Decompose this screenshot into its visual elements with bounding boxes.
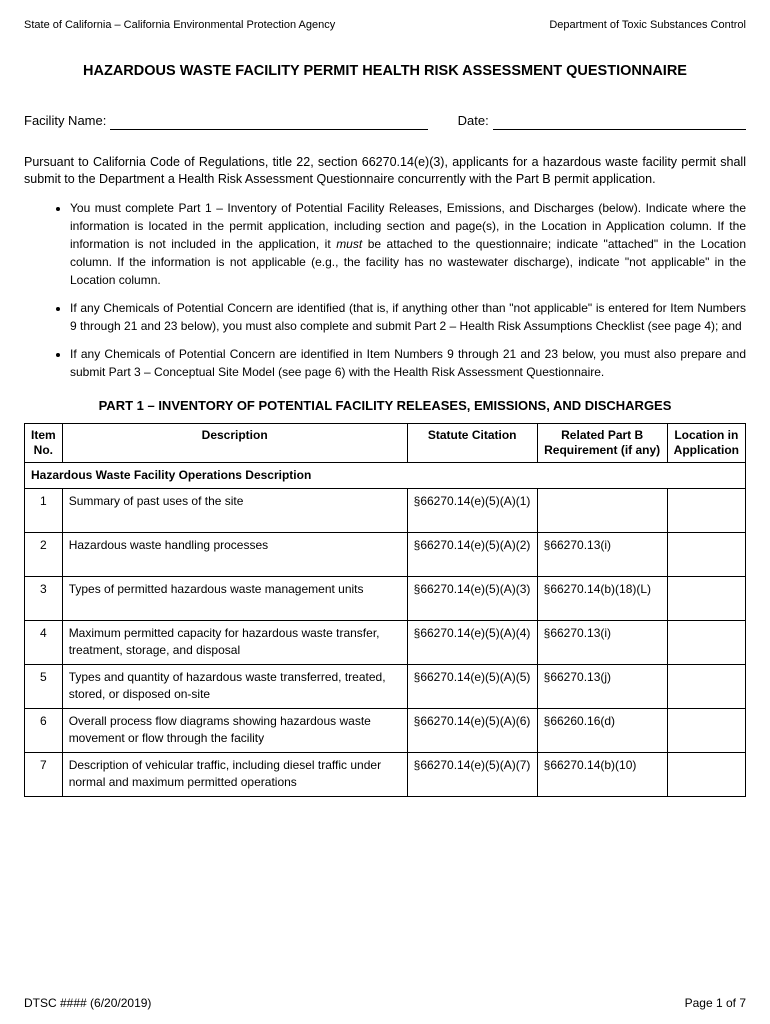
cell-statute: §66270.14(e)(5)(A)(6) xyxy=(407,708,537,752)
cell-statute: §66270.14(e)(5)(A)(4) xyxy=(407,620,537,664)
table-row: 3 Types of permitted hazardous waste man… xyxy=(25,576,746,620)
cell-requirement[interactable]: §66270.13(i) xyxy=(537,532,667,576)
cell-description: Overall process flow diagrams showing ha… xyxy=(62,708,407,752)
date-line[interactable] xyxy=(493,116,746,130)
cell-description: Maximum permitted capacity for hazardous… xyxy=(62,620,407,664)
col-item-l2: No. xyxy=(34,443,53,457)
cell-description: Description of vehicular traffic, includ… xyxy=(62,752,407,796)
bullet-item-3: If any Chemicals of Potential Concern ar… xyxy=(70,345,746,381)
bullet-3-text: If any Chemicals of Potential Concern ar… xyxy=(70,347,746,379)
cell-statute: §66270.14(e)(5)(A)(2) xyxy=(407,532,537,576)
col-header-statute: Statute Citation xyxy=(407,424,537,463)
table-header-row: ItemNo. Description Statute Citation Rel… xyxy=(25,424,746,463)
cell-item-no: 5 xyxy=(25,664,63,708)
intro-paragraph: Pursuant to California Code of Regulatio… xyxy=(24,154,746,189)
table-row: 2 Hazardous waste handling processes §66… xyxy=(25,532,746,576)
cell-requirement[interactable]: §66270.14(b)(10) xyxy=(537,752,667,796)
cell-location[interactable] xyxy=(667,532,745,576)
col-loc-l1: Location in xyxy=(674,428,738,442)
col-header-description: Description xyxy=(62,424,407,463)
fields-row: Facility Name: Date: xyxy=(24,112,746,130)
table-body: Hazardous Waste Facility Operations Desc… xyxy=(25,463,746,797)
cell-requirement[interactable]: §66270.13(j) xyxy=(537,664,667,708)
cell-statute: §66270.14(e)(5)(A)(3) xyxy=(407,576,537,620)
cell-item-no: 3 xyxy=(25,576,63,620)
date-label: Date: xyxy=(458,112,489,130)
cell-statute: §66270.14(e)(5)(A)(7) xyxy=(407,752,537,796)
table-row: 6 Overall process flow diagrams showing … xyxy=(25,708,746,752)
part-1-title: PART 1 – INVENTORY OF POTENTIAL FACILITY… xyxy=(24,397,746,415)
cell-statute: §66270.14(e)(5)(A)(1) xyxy=(407,488,537,532)
cell-requirement[interactable] xyxy=(537,488,667,532)
bullet-list: You must complete Part 1 – Inventory of … xyxy=(24,199,746,381)
col-header-requirement: Related Part BRequirement (if any) xyxy=(537,424,667,463)
cell-description: Types of permitted hazardous waste manag… xyxy=(62,576,407,620)
table-row: 1 Summary of past uses of the site §6627… xyxy=(25,488,746,532)
footer-left: DTSC #### (6/20/2019) xyxy=(24,995,151,1012)
cell-location[interactable] xyxy=(667,664,745,708)
col-loc-l2: Application xyxy=(674,443,739,457)
cell-location[interactable] xyxy=(667,708,745,752)
cell-requirement[interactable]: §66270.13(i) xyxy=(537,620,667,664)
facility-name-label: Facility Name: xyxy=(24,112,106,130)
cell-item-no: 1 xyxy=(25,488,63,532)
facility-name-line[interactable] xyxy=(110,116,427,130)
col-header-location: Location inApplication xyxy=(667,424,745,463)
cell-requirement[interactable]: §66270.14(b)(18)(L) xyxy=(537,576,667,620)
document-title: HAZARDOUS WASTE FACILITY PERMIT HEALTH R… xyxy=(24,61,746,81)
section-row: Hazardous Waste Facility Operations Desc… xyxy=(25,463,746,489)
bullet-2-text: If any Chemicals of Potential Concern ar… xyxy=(70,301,746,333)
cell-description: Types and quantity of hazardous waste tr… xyxy=(62,664,407,708)
cell-location[interactable] xyxy=(667,576,745,620)
col-item-l1: Item xyxy=(31,428,56,442)
header-left: State of California – California Environ… xyxy=(24,18,335,33)
section-heading: Hazardous Waste Facility Operations Desc… xyxy=(25,463,746,489)
cell-statute: §66270.14(e)(5)(A)(5) xyxy=(407,664,537,708)
cell-location[interactable] xyxy=(667,488,745,532)
bullet-item-1: You must complete Part 1 – Inventory of … xyxy=(70,199,746,289)
bullet-1-italic: must xyxy=(336,237,362,251)
cell-location[interactable] xyxy=(667,620,745,664)
cell-item-no: 7 xyxy=(25,752,63,796)
col-header-item: ItemNo. xyxy=(25,424,63,463)
date-field[interactable]: Date: xyxy=(458,112,746,130)
table-row: 7 Description of vehicular traffic, incl… xyxy=(25,752,746,796)
page: State of California – California Environ… xyxy=(0,0,770,1024)
cell-item-no: 6 xyxy=(25,708,63,752)
col-req-l1: Related Part B xyxy=(561,428,643,442)
cell-item-no: 2 xyxy=(25,532,63,576)
cell-location[interactable] xyxy=(667,752,745,796)
cell-item-no: 4 xyxy=(25,620,63,664)
cell-description: Hazardous waste handling processes xyxy=(62,532,407,576)
table-row: 5 Types and quantity of hazardous waste … xyxy=(25,664,746,708)
table-row: 4 Maximum permitted capacity for hazardo… xyxy=(25,620,746,664)
cell-requirement[interactable]: §66260.16(d) xyxy=(537,708,667,752)
cell-description: Summary of past uses of the site xyxy=(62,488,407,532)
header-row: State of California – California Environ… xyxy=(24,18,746,33)
col-req-l2: Requirement (if any) xyxy=(544,443,660,457)
inventory-table: ItemNo. Description Statute Citation Rel… xyxy=(24,423,746,797)
header-right: Department of Toxic Substances Control xyxy=(549,18,746,33)
footer-right: Page 1 of 7 xyxy=(685,995,746,1012)
facility-name-field[interactable]: Facility Name: xyxy=(24,112,428,130)
footer-row: DTSC #### (6/20/2019) Page 1 of 7 xyxy=(24,995,746,1012)
bullet-item-2: If any Chemicals of Potential Concern ar… xyxy=(70,299,746,335)
